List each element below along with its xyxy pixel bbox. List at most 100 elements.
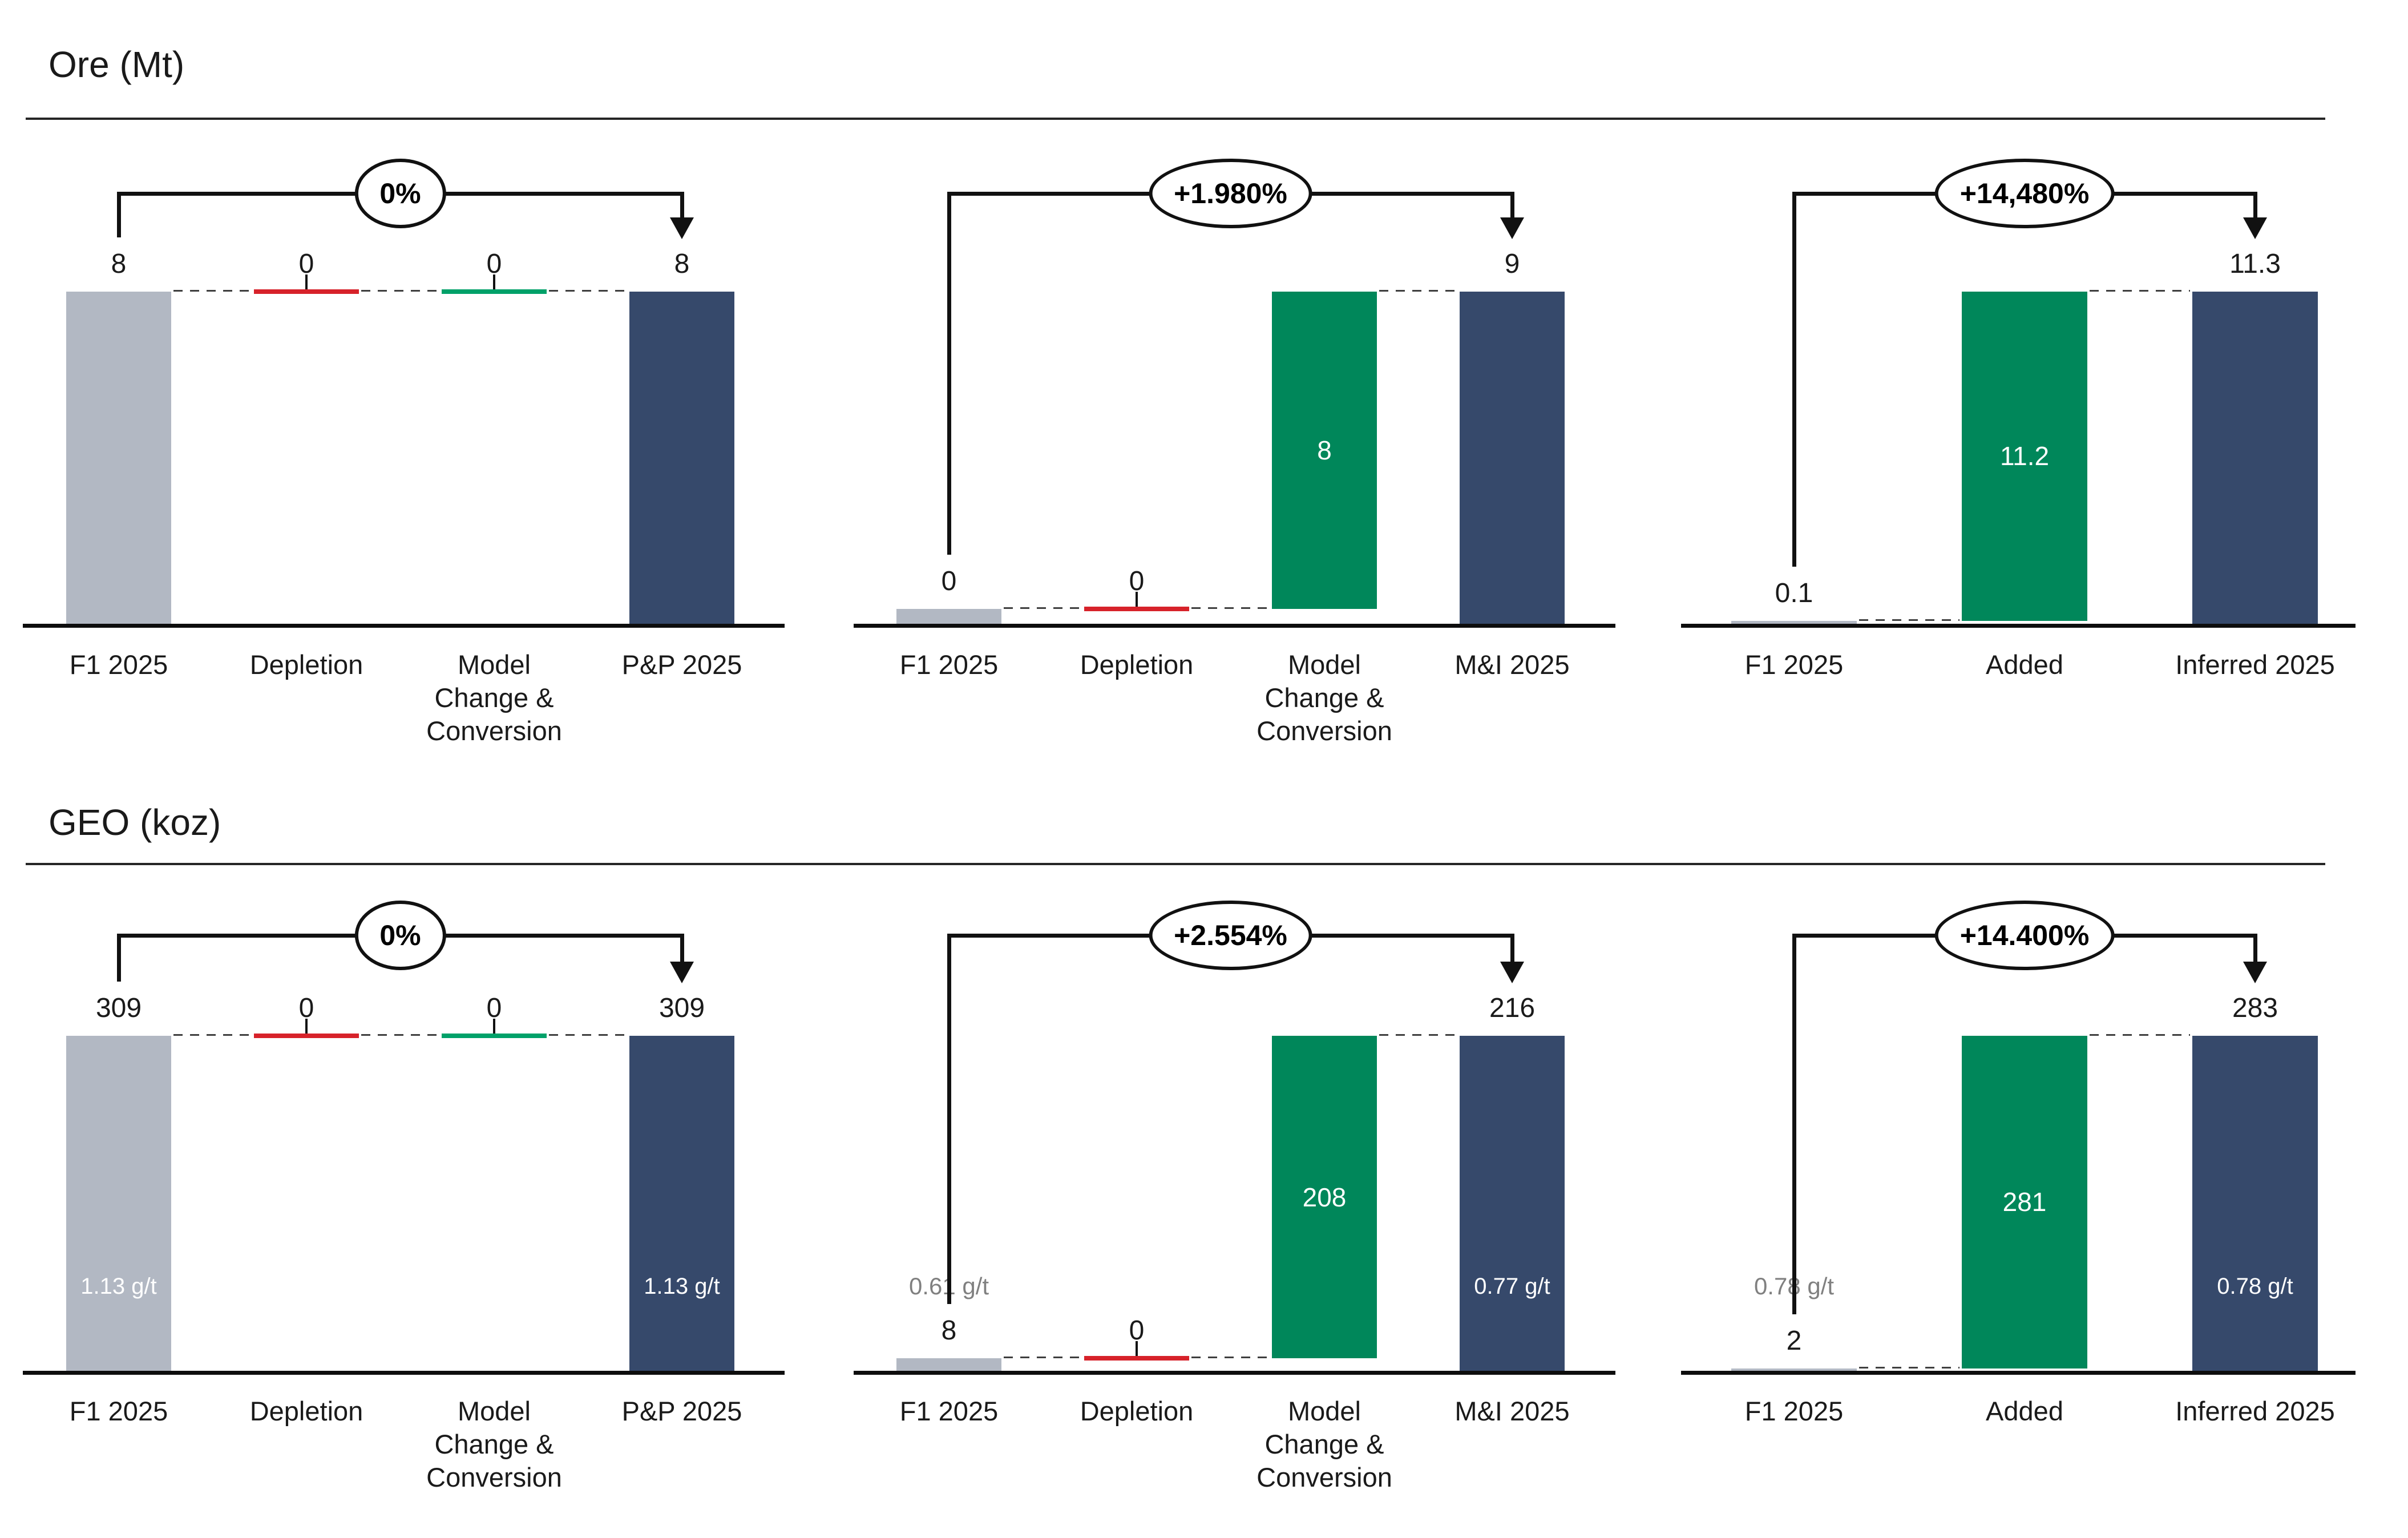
bar-inside-value-label: 208 (1302, 1182, 1347, 1212)
zero-label-tick (493, 1019, 495, 1034)
waterfall-bar (2192, 292, 2318, 624)
bar-grade-label: 1.13 g/t (80, 1274, 157, 1299)
delta-percent-badge: 0% (354, 159, 446, 228)
bracket-left-line (1792, 192, 1796, 567)
section-title-ore: Ore (Mt) (49, 44, 185, 85)
bar-inside-value-label: 11.2 (1999, 441, 2050, 471)
bar-category-label: Model (1287, 1396, 1361, 1426)
bar-value-label: 0 (941, 566, 957, 597)
section-title-geo: GEO (koz) (49, 802, 221, 843)
bar-value-label: 8 (941, 1315, 957, 1346)
dashed-connector (2090, 290, 2190, 292)
section-divider-ore (26, 118, 2325, 120)
bar-value-label: 0 (1129, 1315, 1145, 1346)
bar-value-label: 0 (1129, 566, 1145, 597)
dashed-connector (1379, 1034, 1457, 1036)
bar-category-label: Conversion (426, 716, 562, 746)
bracket-left-line (117, 192, 121, 237)
x-axis-line (23, 624, 785, 628)
bar-category-label: F1 2025 (69, 1396, 168, 1426)
waterfall-bar (1272, 292, 1377, 609)
bar-category-label: F1 2025 (1744, 649, 1844, 680)
bar-category-label: Change & (1264, 1429, 1384, 1459)
arrow-down-icon (2243, 217, 2267, 239)
waterfall-bar (1962, 1036, 2087, 1369)
bar-category-label: Depletion (249, 1396, 363, 1426)
zero-label-tick (305, 275, 308, 289)
bracket-right-line (2253, 934, 2257, 963)
delta-percent-badge: +2.554% (1149, 901, 1312, 970)
dashed-connector (1379, 290, 1457, 292)
dashed-connector (361, 290, 439, 292)
dashed-connector (1004, 1357, 1082, 1359)
bracket-left-line (947, 934, 951, 1305)
arrow-down-icon (2243, 962, 2267, 983)
bar-value-label: 309 (95, 993, 142, 1023)
bar-value-label: 0 (298, 993, 314, 1023)
dashed-connector (173, 1034, 252, 1036)
bar-category-label: F1 2025 (899, 1396, 999, 1426)
bar-category-label: P&P 2025 (621, 1396, 742, 1426)
bar-value-label: 0 (298, 249, 314, 279)
waterfall-bar (1731, 1368, 1857, 1371)
bar-category-label: Depletion (1080, 649, 1194, 680)
bar-category-label: Added (1986, 649, 2063, 680)
bar-value-label: 2 (1786, 1325, 1802, 1356)
bar-category-label: Model (1287, 649, 1361, 680)
bar-category-label: Change & (1264, 683, 1384, 713)
bracket-right-line (680, 192, 684, 219)
bar-inside-value-label: 8 (1317, 435, 1332, 466)
bar-category-label: Model (457, 1396, 531, 1426)
bar-category-label: F1 2025 (1744, 1396, 1844, 1426)
bracket-right-line (1510, 192, 1514, 219)
bar-grade-label: 0.78 g/t (2217, 1274, 2293, 1299)
bar-value-label: 309 (658, 993, 705, 1023)
depletion-zero-line (254, 289, 359, 294)
bar-category-label: Inferred 2025 (2175, 1396, 2335, 1426)
delta-percent-badge: +14,480% (1934, 159, 2115, 228)
bar-category-label: Added (1986, 1396, 2063, 1426)
waterfall-bar (2192, 1036, 2318, 1371)
arrow-down-icon (670, 217, 694, 239)
x-axis-line (1681, 1371, 2356, 1375)
bar-category-label: M&I 2025 (1455, 1396, 1570, 1426)
bar-inside-value-label: 281 (2002, 1187, 2047, 1217)
bracket-left-line (117, 934, 121, 982)
model-change-zero-line (442, 289, 547, 294)
bar-category-label: M&I 2025 (1455, 649, 1570, 680)
zero-label-tick (305, 1019, 308, 1034)
delta-percent-badge: +14.400% (1934, 901, 2115, 970)
bar-value-label: 0.1 (1775, 578, 1813, 608)
dashed-connector (2090, 1034, 2190, 1036)
dashed-connector (1859, 619, 1959, 621)
model-change-zero-line (442, 1034, 547, 1038)
dashed-connector (1859, 1366, 1959, 1369)
dashed-connector (1191, 1357, 1270, 1359)
x-axis-line (854, 1371, 1615, 1375)
depletion-zero-line (1084, 1356, 1189, 1361)
bar-value-label: 8 (111, 249, 127, 279)
bracket-left-line (947, 192, 951, 555)
bracket-right-line (1510, 934, 1514, 963)
dashed-connector (361, 1034, 439, 1036)
waterfall-bar (896, 609, 1001, 624)
depletion-zero-line (254, 1034, 359, 1038)
bar-value-label: 283 (2232, 993, 2278, 1023)
bar-value-label: 8 (674, 249, 690, 279)
dashed-connector (1004, 607, 1082, 609)
waterfall-bar (1731, 620, 1857, 624)
arrow-down-icon (1500, 962, 1524, 983)
delta-percent-badge: 0% (354, 901, 446, 970)
bar-category-label: Conversion (1256, 716, 1392, 746)
bar-category-label: Conversion (1256, 1462, 1392, 1492)
bar-category-label: Inferred 2025 (2175, 649, 2335, 680)
bar-value-label: 216 (1489, 993, 1536, 1023)
section-divider-geo (26, 863, 2325, 865)
delta-percent-badge: +1.980% (1149, 159, 1312, 228)
x-axis-line (23, 1371, 785, 1375)
waterfall-bar (629, 1036, 734, 1371)
bar-category-label: Conversion (426, 1462, 562, 1492)
x-axis-line (854, 624, 1615, 628)
arrow-down-icon (1500, 217, 1524, 239)
